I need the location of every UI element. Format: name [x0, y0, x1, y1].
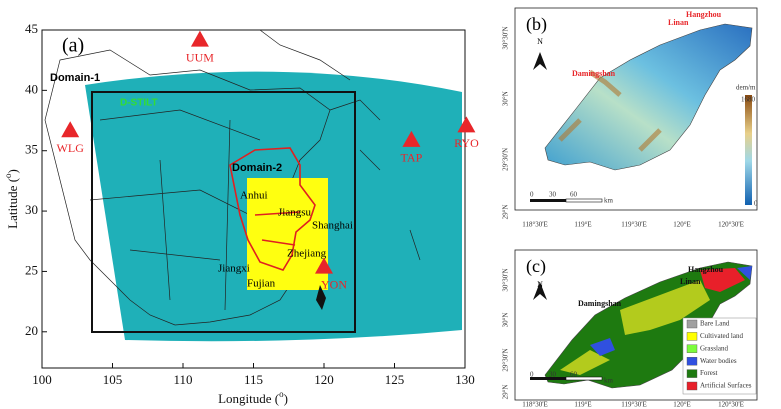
- lon-label: 118°30'E: [522, 221, 548, 229]
- x-tick-label: 105: [103, 372, 123, 387]
- station-label: YON: [321, 277, 347, 291]
- province-label: Jiangxi: [218, 263, 250, 275]
- y-tick-label: 30: [25, 202, 38, 217]
- place-label: Damingshan: [572, 69, 616, 78]
- place-label: Hangzhou: [686, 10, 722, 19]
- north-label: N: [537, 280, 543, 289]
- colorbar-max: 1680: [741, 96, 756, 104]
- legend-label: Artificial Surfaces: [700, 382, 752, 390]
- lat-label: 30°N: [502, 313, 510, 328]
- legend-label: Water bodies: [700, 357, 737, 365]
- colorbar: [745, 95, 752, 205]
- domain-label: Domain-1: [50, 72, 100, 84]
- x-tick-label: 120: [314, 372, 334, 387]
- lon-label: 119°30'E: [621, 401, 647, 409]
- north-label: N: [537, 37, 543, 46]
- scale-bar: [530, 199, 566, 202]
- y-tick-label: 35: [25, 142, 38, 157]
- lon-label: 119°E: [574, 221, 591, 229]
- x-tick-label: 125: [385, 372, 405, 387]
- lon-label: 118°30'E: [522, 401, 548, 409]
- panel-label: (b): [526, 14, 547, 35]
- lat-label: 29°30'N: [502, 148, 510, 171]
- legend-label: Grassland: [700, 344, 728, 352]
- legend-swatch: [687, 345, 697, 353]
- y-tick-label: 25: [25, 262, 38, 277]
- lon-label: 119°30'E: [621, 221, 647, 229]
- panel-label: (a): [62, 35, 84, 57]
- x-tick-label: 130: [455, 372, 475, 387]
- place-label: Linan: [680, 277, 701, 286]
- scale-label: 30: [549, 191, 557, 199]
- lat-label: 30°30'N: [502, 26, 510, 49]
- colorbar-title: dem/m: [736, 84, 756, 92]
- panel-b: [515, 8, 757, 210]
- province-label: Fujian: [247, 278, 276, 290]
- colorbar-min: 0: [754, 200, 758, 208]
- legend-swatch: [687, 332, 697, 340]
- station-label: UUM: [186, 50, 214, 64]
- lat-label: 29°N: [502, 385, 510, 400]
- province-label: Anhui: [240, 190, 268, 202]
- lat-label: 29°30'N: [502, 348, 510, 371]
- scale-label: 0: [530, 191, 534, 199]
- place-label: Damingshan: [578, 299, 622, 308]
- panel-label: (c): [526, 256, 546, 277]
- scale-label: 30: [549, 371, 557, 379]
- y-tick-label: 40: [25, 81, 38, 96]
- panel-a: (a) Domain-1 Domain-2 D-STILT Anhui Jian…: [3, 30, 465, 406]
- scale-bar: [566, 199, 602, 202]
- legend-swatch: [687, 370, 697, 378]
- scale-label: km: [604, 197, 614, 205]
- lon-label: 120°E: [673, 401, 691, 409]
- y-tick-label: 20: [25, 323, 38, 338]
- scale-label: 60: [570, 191, 578, 199]
- model-label: D-STILT: [120, 98, 158, 109]
- province-label: Shanghai: [312, 220, 353, 232]
- station-label: WLG: [57, 141, 85, 155]
- scale-bar: [530, 377, 566, 380]
- legend-swatch: [687, 320, 697, 328]
- lon-label: 120°E: [673, 221, 691, 229]
- lon-label: 120°30'E: [718, 401, 744, 409]
- province-label: Jiangsu: [278, 207, 312, 219]
- legend-swatch: [687, 382, 697, 390]
- domain-label: Domain-2: [232, 162, 282, 174]
- y-axis-title: Latitude (o): [3, 169, 20, 229]
- station-label: TAP: [401, 151, 423, 165]
- legend-label: Forest: [700, 369, 718, 377]
- lat-label: 30°30'N: [502, 268, 510, 291]
- lat-label: 29°N: [502, 205, 510, 220]
- scale-label: km: [604, 377, 614, 385]
- legend-label: Bare Land: [700, 320, 730, 328]
- x-tick-label: 110: [173, 372, 192, 387]
- x-tick-label: 115: [244, 372, 263, 387]
- place-label: Hangzhou: [688, 265, 724, 274]
- figure: (a) Domain-1 Domain-2 D-STILT Anhui Jian…: [0, 0, 781, 409]
- scale-label: 60: [570, 371, 578, 379]
- y-tick-label: 45: [25, 21, 38, 36]
- lon-label: 120°30'E: [718, 221, 744, 229]
- x-tick-label: 100: [32, 372, 52, 387]
- x-axis-title: Longitude (o): [218, 389, 288, 406]
- legend-label: Cultivated land: [700, 332, 743, 340]
- place-label: Linan: [668, 18, 689, 27]
- legend-swatch: [687, 357, 697, 365]
- lat-label: 30°N: [502, 91, 510, 106]
- province-label: Zhejiang: [287, 248, 327, 260]
- scale-label: 0: [530, 371, 534, 379]
- lon-label: 119°E: [574, 401, 591, 409]
- station-label: RYO: [454, 136, 479, 150]
